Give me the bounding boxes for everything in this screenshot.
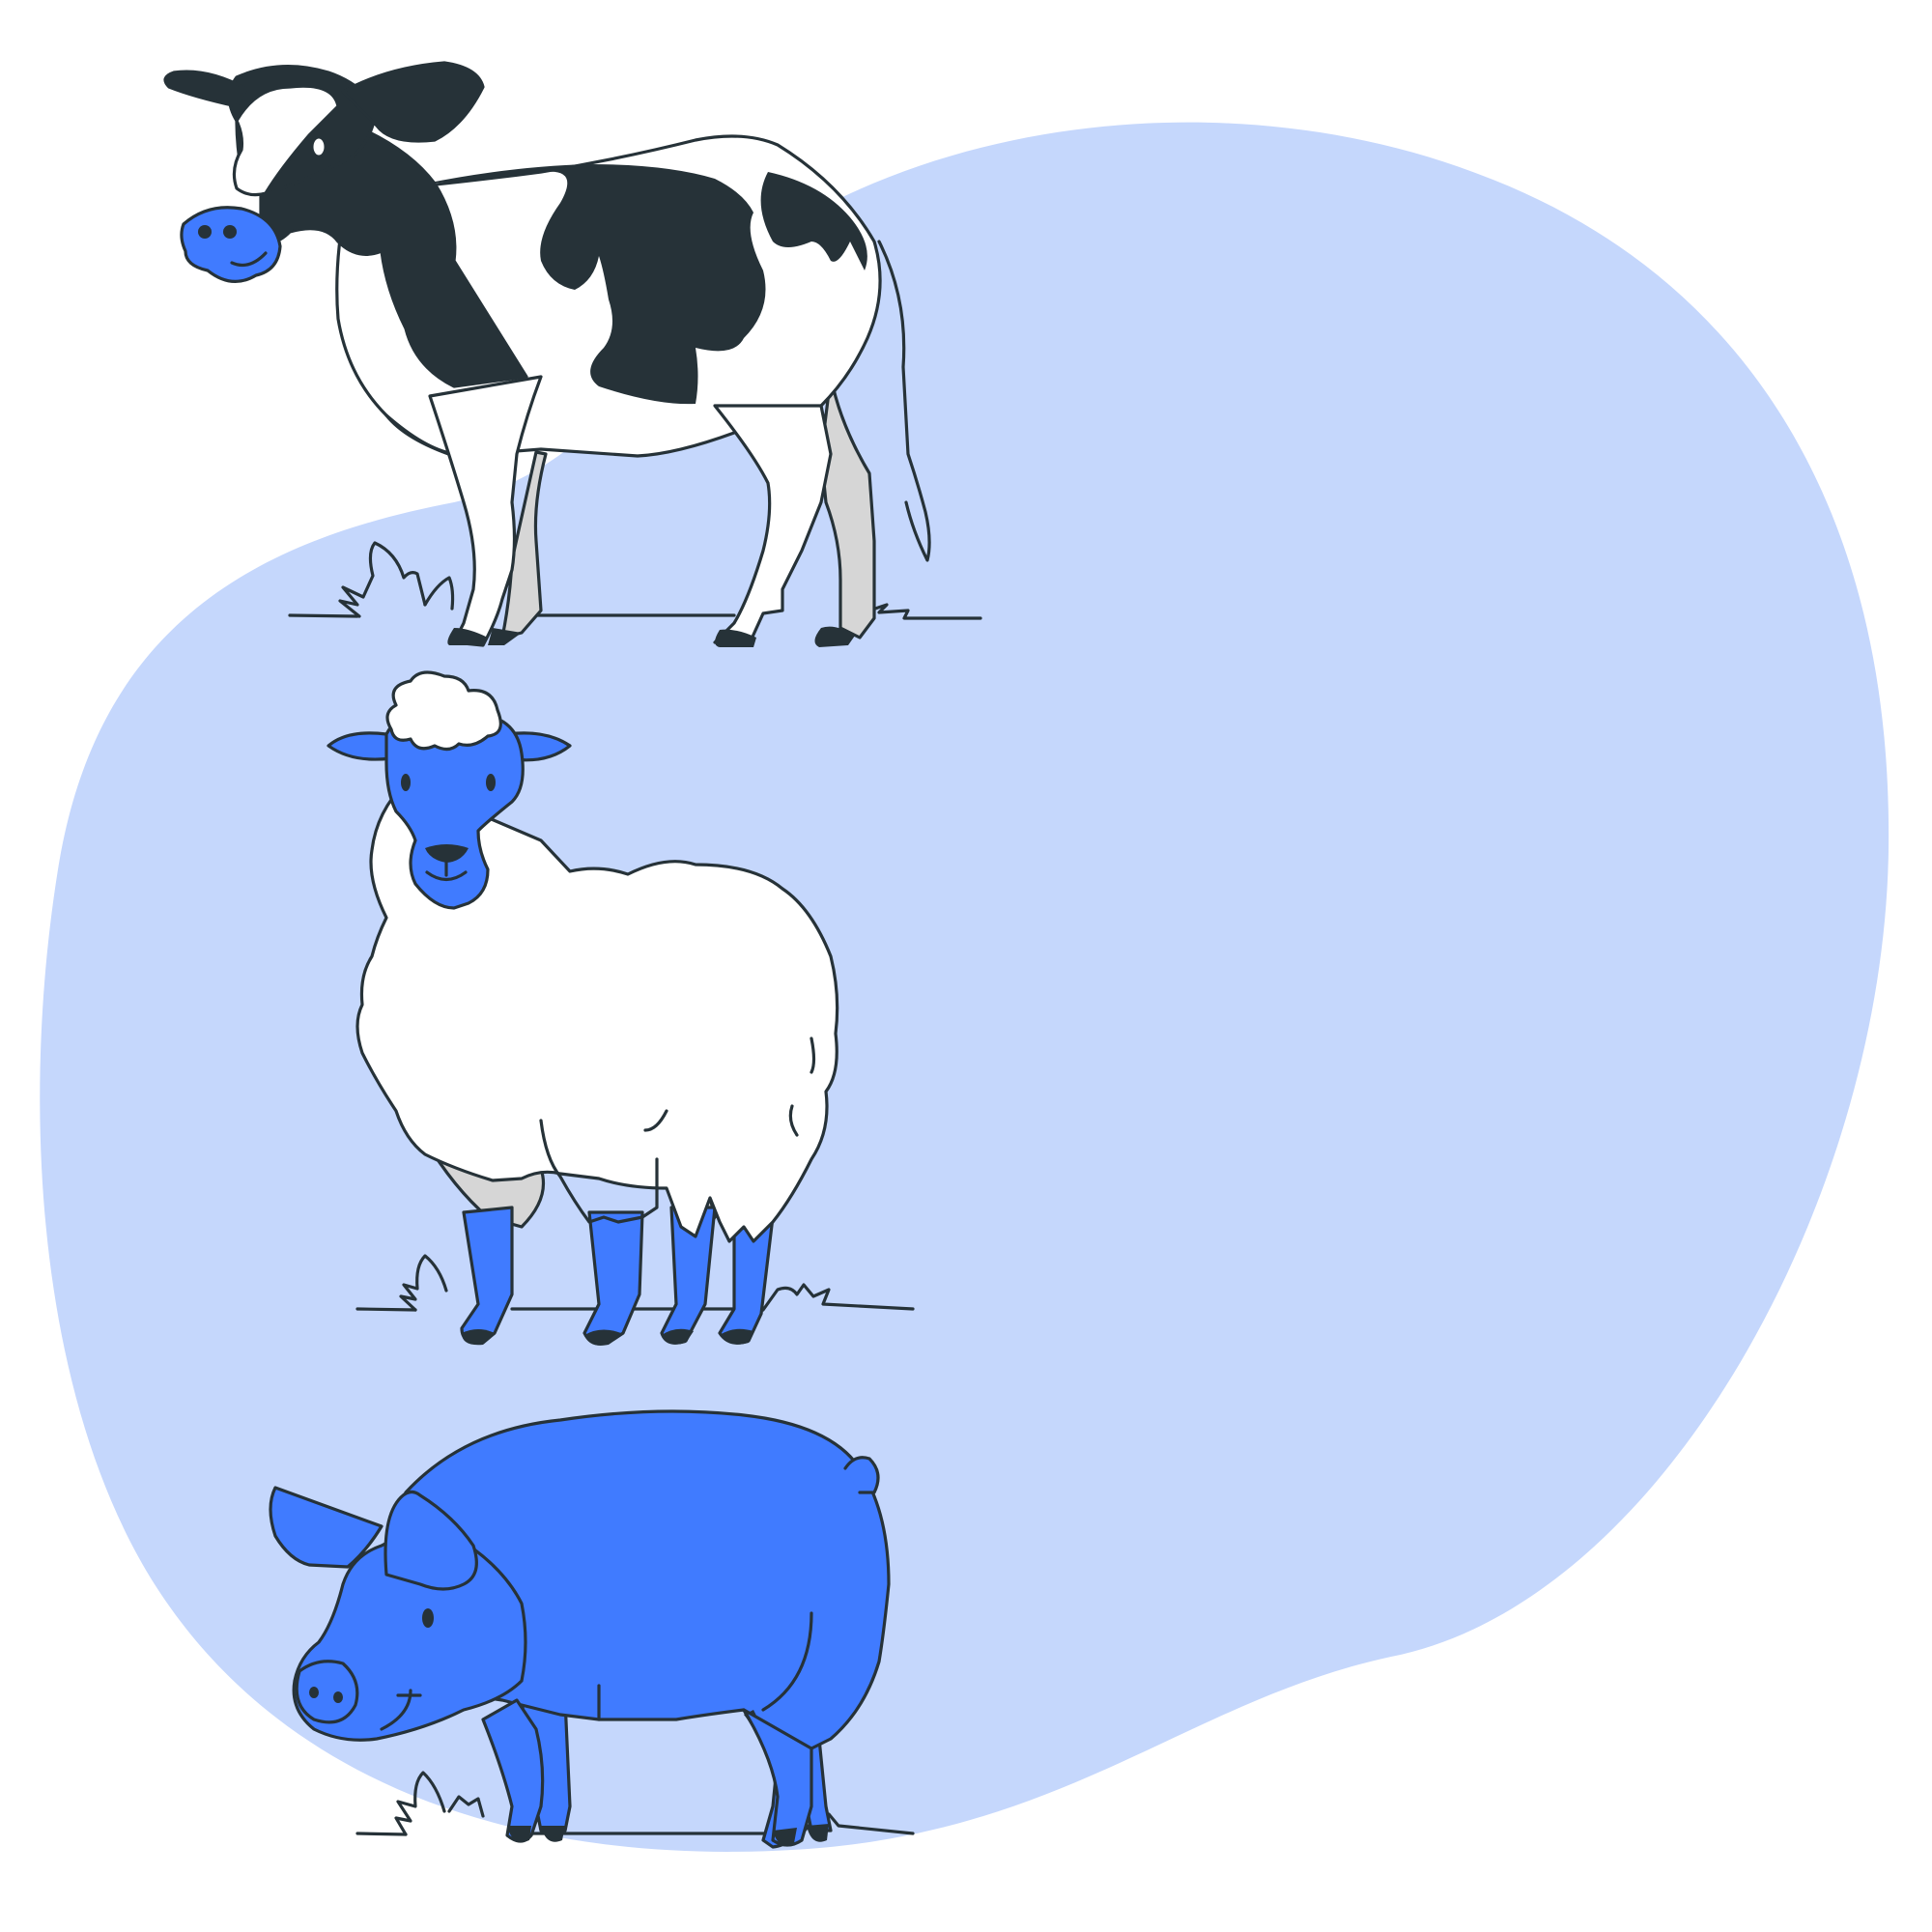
pig (269, 1409, 915, 1849)
cow-tail (877, 240, 931, 562)
pig-nostril (309, 1687, 319, 1698)
pig-hoof (507, 1826, 531, 1842)
pig-nostril (333, 1691, 343, 1703)
cow-hoof (715, 629, 756, 647)
cow-spot (425, 164, 766, 405)
sheep-eye (486, 774, 496, 791)
cow-hoof (447, 628, 488, 645)
sheep-head-tuft (385, 670, 502, 752)
pig-near-back-leg (742, 1708, 813, 1847)
sheep-wool-detail (788, 1104, 799, 1137)
sheep-wool-detail (643, 1109, 668, 1132)
cow-far-front-leg (500, 450, 548, 639)
cow-nostril (223, 225, 237, 239)
pig-body (365, 1409, 891, 1849)
cow-spot (760, 172, 867, 270)
sheep-nose (425, 844, 469, 863)
sheep-ear-left (327, 731, 393, 761)
pig-snout (295, 1660, 359, 1724)
pig-hoof (541, 1826, 565, 1842)
cow-hoof (814, 626, 855, 647)
cow-near-back-leg (713, 404, 833, 647)
cow-nostril (198, 225, 212, 239)
sheep-wool-detail (810, 1037, 816, 1074)
cow (163, 61, 982, 647)
pig-hoof (807, 1824, 829, 1842)
sheep-mouth (425, 870, 468, 882)
sheep-hoof (462, 1329, 495, 1346)
cow-near-front-leg (428, 375, 543, 647)
cow-far-back-leg (819, 375, 876, 639)
sheep-hoof (662, 1328, 694, 1345)
pig-ear-left (269, 1486, 384, 1569)
pig-eye (422, 1608, 434, 1628)
sheep-hoof (584, 1329, 621, 1346)
cow-eye (310, 135, 327, 158)
cow-mouth (230, 251, 268, 267)
background-blob (40, 122, 1889, 1852)
pig-contour (761, 1611, 813, 1712)
sheep-wool-detail (539, 1119, 659, 1224)
cow-ear-left (163, 70, 248, 108)
sheep-eye (401, 774, 411, 791)
cow-face-white (232, 84, 340, 197)
cow-grass (288, 541, 982, 620)
cow-muzzle (180, 206, 282, 283)
cow-hoof (488, 628, 522, 645)
pig-tail (843, 1456, 880, 1494)
cow-ear-right (341, 61, 485, 143)
pig-hoof (773, 1828, 797, 1845)
pig-ear-right (384, 1490, 478, 1591)
sheep-head (384, 711, 525, 910)
sheep (327, 670, 915, 1346)
sheep-hoof (720, 1328, 753, 1345)
